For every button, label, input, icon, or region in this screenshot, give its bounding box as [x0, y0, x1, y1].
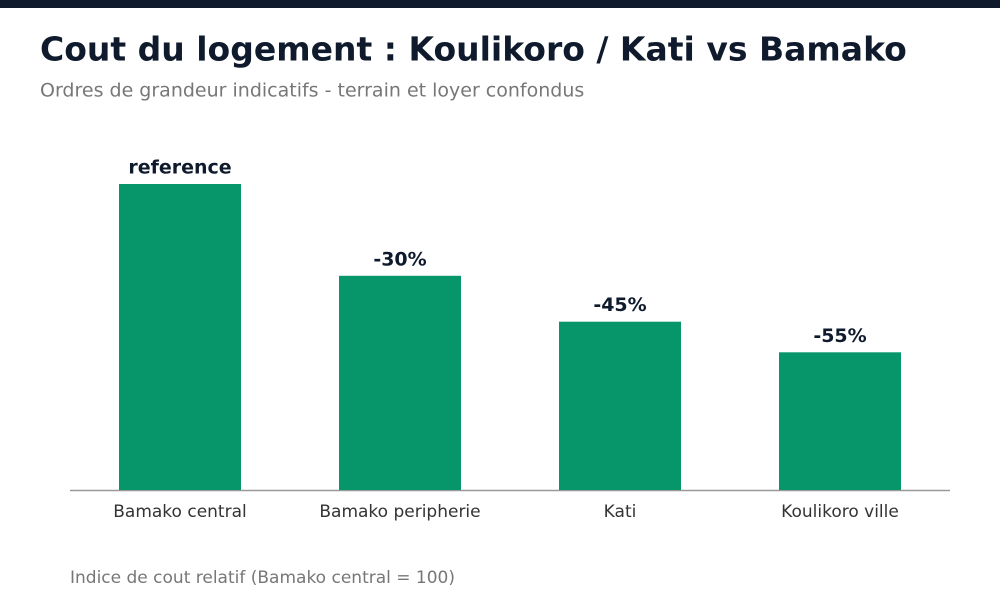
x-tick-label: Bamako central: [113, 502, 246, 522]
bar: [559, 321, 681, 490]
bar-label: -55%: [813, 325, 866, 347]
bar-label: reference: [128, 157, 231, 179]
bar: [779, 352, 901, 490]
x-tick-label: Kati: [604, 502, 637, 522]
chart-title: Cout du logement : Koulikoro / Kati vs B…: [40, 30, 907, 69]
bar-label: -45%: [593, 294, 646, 316]
bar: [339, 275, 461, 490]
x-tick-label: Koulikoro ville: [781, 502, 899, 522]
chart-subtitle: Ordres de grandeur indicatifs - terrain …: [40, 80, 584, 102]
top-band: [0, 0, 1000, 8]
bar: [119, 184, 241, 490]
caption: Indice de cout relatif (Bamako central =…: [70, 568, 455, 588]
bar-label: -30%: [373, 248, 426, 270]
x-tick-label: Bamako peripherie: [319, 502, 480, 522]
